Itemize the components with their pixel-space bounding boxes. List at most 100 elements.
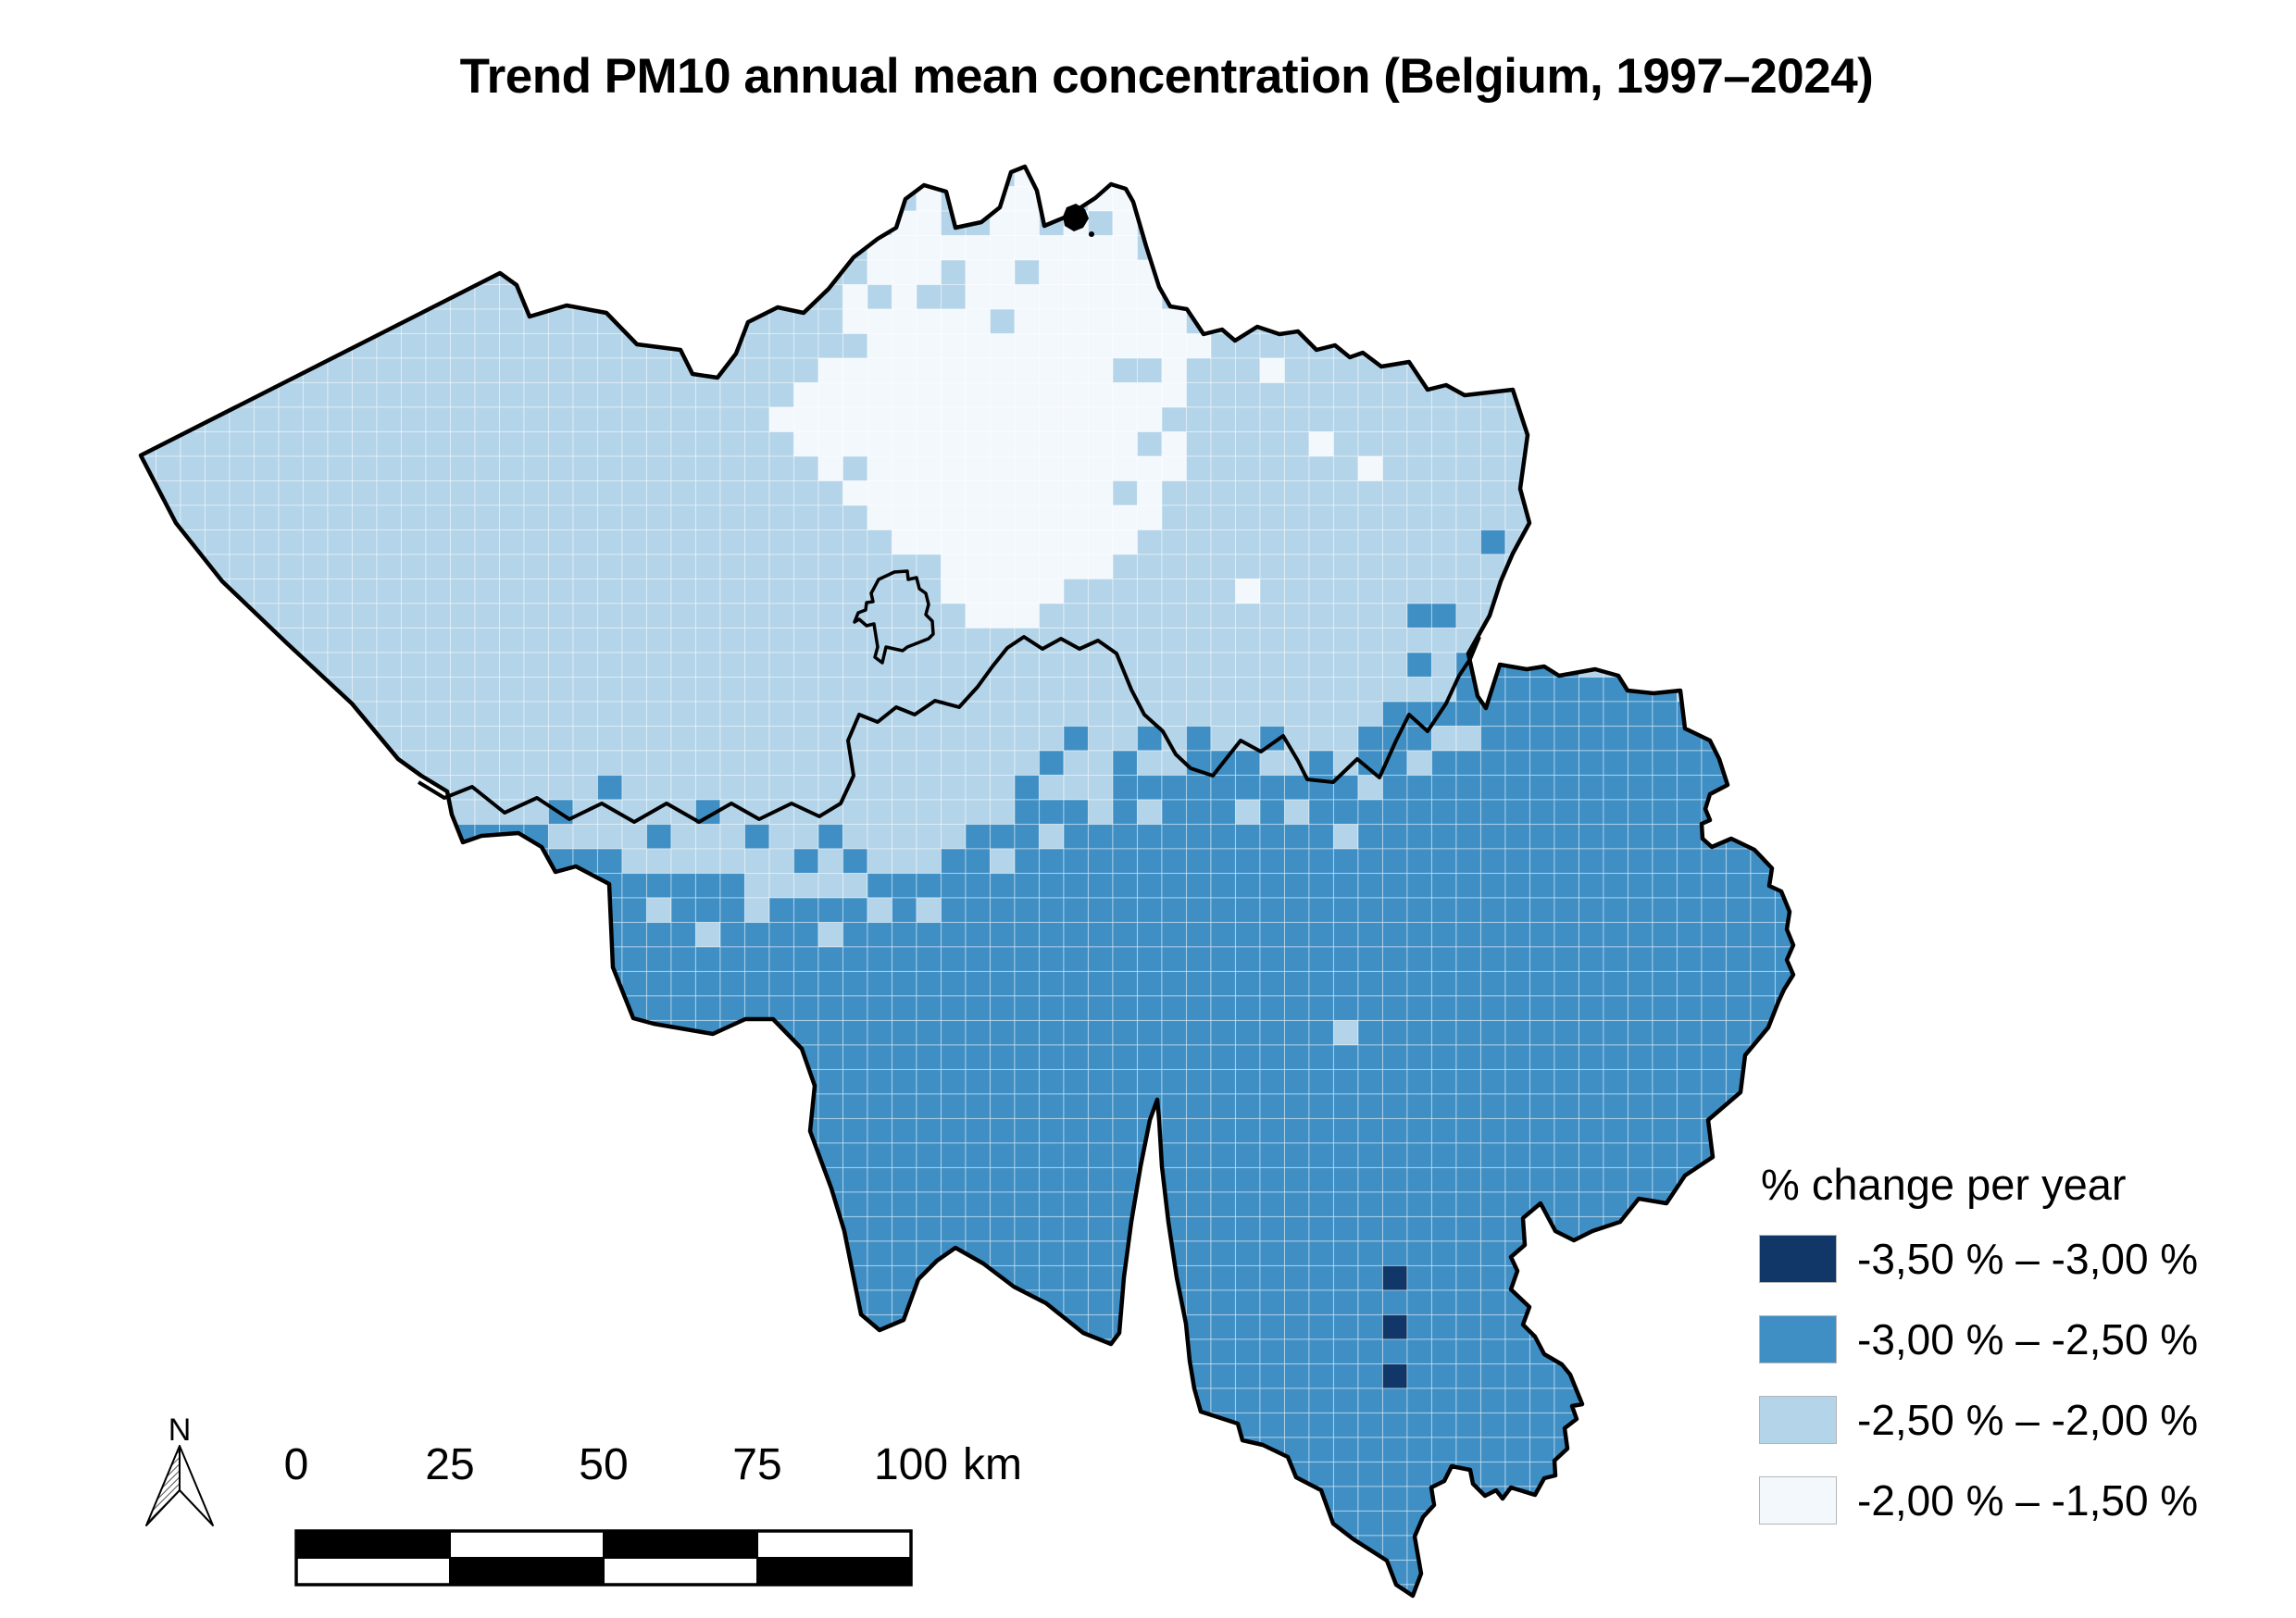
grid-cell bbox=[1627, 872, 1653, 899]
grid-cell bbox=[1283, 1215, 1310, 1242]
grid-cell bbox=[1603, 1215, 1629, 1242]
grid-cell bbox=[1578, 1437, 1604, 1463]
grid-cell bbox=[351, 1215, 378, 1242]
grid-cell bbox=[1455, 1093, 1482, 1120]
grid-cell bbox=[1725, 1166, 1752, 1193]
grid-cell bbox=[1210, 1388, 1237, 1414]
grid-cell bbox=[965, 1068, 992, 1095]
grid-cell bbox=[1825, 874, 1850, 899]
grid-cell bbox=[1038, 308, 1065, 335]
grid-cell bbox=[1014, 554, 1041, 580]
grid-cell bbox=[1430, 430, 1457, 457]
grid-cell bbox=[1701, 1019, 1728, 1046]
grid-cell bbox=[1308, 1535, 1335, 1562]
grid-cell bbox=[940, 479, 967, 506]
grid-cell bbox=[1063, 259, 1090, 286]
grid-cell bbox=[867, 1264, 893, 1291]
grid-cell bbox=[204, 1215, 231, 1242]
grid-cell bbox=[1234, 872, 1261, 899]
grid-cell bbox=[302, 167, 329, 188]
grid-cell bbox=[965, 897, 992, 924]
grid-cell bbox=[1652, 603, 1678, 629]
grid-cell bbox=[547, 774, 574, 801]
grid-cell bbox=[302, 234, 329, 261]
grid-cell bbox=[817, 1338, 844, 1365]
grid-cell bbox=[1014, 210, 1041, 237]
grid-cell bbox=[1652, 1486, 1678, 1512]
grid-cell bbox=[1161, 1142, 1188, 1169]
grid-cell bbox=[1210, 897, 1237, 924]
grid-cell bbox=[621, 823, 648, 850]
grid-cell bbox=[1676, 1117, 1703, 1144]
grid-cell bbox=[376, 430, 403, 457]
grid-cell bbox=[229, 701, 256, 728]
grid-cell bbox=[1234, 970, 1261, 997]
grid-cell bbox=[572, 970, 599, 997]
grid-cell bbox=[645, 1338, 672, 1365]
grid-cell bbox=[891, 995, 917, 1022]
grid-cell bbox=[1136, 750, 1163, 777]
grid-cell bbox=[400, 1093, 427, 1120]
grid-cell bbox=[719, 627, 746, 653]
grid-cell bbox=[1578, 406, 1604, 433]
grid-cell bbox=[1455, 603, 1482, 629]
grid-cell bbox=[229, 1461, 256, 1487]
grid-cell bbox=[1725, 381, 1752, 408]
grid-cell bbox=[1578, 185, 1604, 212]
grid-cell bbox=[867, 455, 893, 482]
grid-cell bbox=[1627, 1142, 1653, 1169]
grid-cell bbox=[1825, 751, 1850, 776]
grid-cell bbox=[1357, 406, 1384, 433]
grid-cell bbox=[621, 283, 648, 310]
grid-cell bbox=[180, 1240, 206, 1267]
grid-cell bbox=[1161, 1093, 1188, 1120]
grid-cell bbox=[1332, 1363, 1359, 1389]
grid-cell bbox=[1504, 603, 1531, 629]
grid-cell bbox=[645, 823, 672, 850]
grid-cell bbox=[1479, 210, 1506, 237]
grid-cell bbox=[1652, 210, 1678, 237]
grid-cell bbox=[1332, 627, 1359, 653]
grid-cell bbox=[965, 1264, 992, 1291]
grid-cell bbox=[1578, 995, 1604, 1022]
grid-cell bbox=[1112, 1412, 1139, 1438]
grid-cell bbox=[1504, 1388, 1531, 1414]
grid-cell bbox=[229, 1191, 256, 1218]
grid-cell bbox=[965, 455, 992, 482]
grid-cell bbox=[1014, 1535, 1041, 1562]
grid-cell bbox=[1725, 872, 1752, 899]
grid-cell bbox=[891, 1019, 917, 1046]
grid-cell bbox=[547, 1191, 574, 1218]
grid-cell bbox=[1087, 1068, 1114, 1095]
grid-cell bbox=[547, 1486, 574, 1512]
grid-cell bbox=[792, 167, 819, 188]
grid-cell bbox=[449, 479, 476, 506]
grid-cell bbox=[1185, 455, 1212, 482]
legend-swatch-light-icon bbox=[1759, 1395, 1837, 1444]
grid-cell bbox=[351, 381, 378, 408]
grid-cell bbox=[229, 848, 256, 875]
grid-cell bbox=[1259, 1486, 1286, 1512]
grid-cell bbox=[523, 1363, 550, 1389]
grid-cell bbox=[572, 603, 599, 629]
grid-cell bbox=[1210, 1461, 1237, 1487]
grid-cell bbox=[1479, 1510, 1506, 1537]
grid-cell bbox=[327, 529, 354, 555]
grid-cell bbox=[523, 529, 550, 555]
grid-cell bbox=[989, 529, 1016, 555]
grid-cell bbox=[155, 1044, 181, 1071]
grid-cell bbox=[743, 701, 770, 728]
grid-cell bbox=[1603, 1044, 1629, 1071]
grid-cell bbox=[1479, 1191, 1506, 1218]
grid-cell bbox=[155, 1264, 181, 1291]
grid-cell bbox=[572, 332, 599, 359]
grid-cell bbox=[916, 1117, 942, 1144]
grid-cell bbox=[449, 357, 476, 384]
grid-cell bbox=[694, 406, 721, 433]
grid-cell bbox=[547, 479, 574, 506]
grid-cell bbox=[155, 381, 181, 408]
grid-cell bbox=[1554, 234, 1580, 261]
grid-cell bbox=[1038, 1044, 1065, 1071]
grid-cell bbox=[180, 1584, 206, 1596]
grid-cell bbox=[670, 1142, 697, 1169]
